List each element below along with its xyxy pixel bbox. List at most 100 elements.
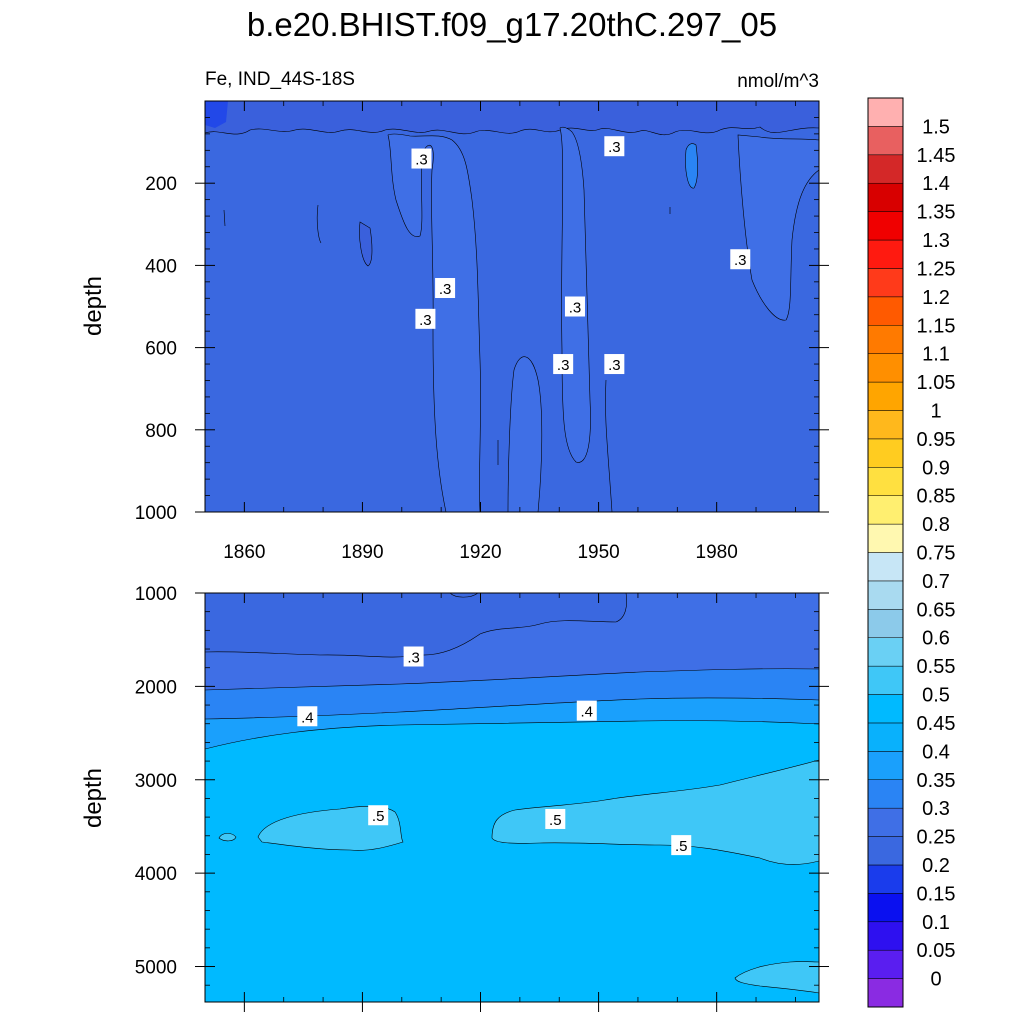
x-tick-label: 1980 xyxy=(696,542,738,563)
colorbar-label: 1.1 xyxy=(922,344,950,366)
y-tick-label: 1000 xyxy=(135,503,177,524)
colorbar-swatch xyxy=(867,949,904,979)
upper-ylabel: depth xyxy=(80,276,107,336)
y-tick-label: 200 xyxy=(145,174,177,195)
contour-label-text: .5 xyxy=(372,808,385,825)
colorbar-label: 0.05 xyxy=(917,940,956,962)
contour-label-text: .3 xyxy=(608,139,621,156)
colorbar-swatch xyxy=(867,438,904,468)
colorbar-swatch xyxy=(867,523,904,553)
colorbar-swatch xyxy=(867,722,904,752)
colorbar-label: 1.25 xyxy=(917,258,956,280)
upper-surface-band xyxy=(205,101,819,136)
lower-patch-tiny xyxy=(218,833,237,842)
colorbar-swatch xyxy=(867,154,904,184)
colorbar-label: 0.6 xyxy=(922,628,950,650)
contour-label-box xyxy=(576,700,597,721)
colorbar-label: 1.35 xyxy=(917,202,956,224)
contour-label-text: .3 xyxy=(608,357,621,374)
lower-panel: 1000 2000 3000 4000 5000 .3 .4 .4 .5 .5 .5 depth xyxy=(80,584,829,1012)
colorbar-swatch xyxy=(867,182,904,212)
contour-label: .3 xyxy=(564,296,585,317)
colorbar-label: 0.3 xyxy=(922,798,950,820)
x-tick-label: 1920 xyxy=(459,542,501,563)
contour-label-box xyxy=(415,308,436,329)
colorbar-label: 0.5 xyxy=(922,685,950,707)
colorbar-label: 0.25 xyxy=(917,827,956,849)
colorbar-label: 0.7 xyxy=(922,571,950,593)
units-label: nmol/m^3 xyxy=(737,71,819,92)
colorbar: 0 0.05 0.1 0.15 0.2 0.25 0.3 0.35 0.4 0.45 0.5 0.55… xyxy=(867,97,956,1008)
lower-ylabel: depth xyxy=(80,768,107,828)
colorbar-swatch xyxy=(867,268,904,298)
colorbar-swatch xyxy=(867,97,904,127)
x-tick-label: 1950 xyxy=(577,542,619,563)
chart-title: b.e20.BHIST.f09_g17.20thC.297_05 xyxy=(247,6,777,43)
upper-contour-labels: .3 .3 .3 .3 .3 .3 .3 .3 xyxy=(411,136,751,375)
colorbar-swatch xyxy=(867,665,904,695)
contour-label: .4 xyxy=(297,706,318,727)
colorbar-swatch xyxy=(867,893,904,923)
contour-label-text: .3 xyxy=(415,152,428,169)
colorbar-swatch xyxy=(867,467,904,496)
upper-thin-contours xyxy=(223,204,671,512)
colorbar-label: 1.05 xyxy=(917,372,956,394)
contour-label-text: .5 xyxy=(549,812,562,829)
contour-label-text: .3 xyxy=(557,357,570,374)
colorbar-swatch xyxy=(867,296,904,326)
upper-panel: 1860 1890 1920 1950 1980 200 400 600 800 1000 .3.… xyxy=(80,100,829,563)
variable-region-label: Fe, IND_44S-18S xyxy=(205,69,355,90)
contour-label: .3 xyxy=(415,308,436,329)
colorbar-swatch xyxy=(867,978,904,1008)
y-tick-label: 600 xyxy=(145,339,177,360)
contour-label: .3 xyxy=(553,354,574,375)
colorbar-label: 0.55 xyxy=(917,656,956,678)
y-tick-label: 2000 xyxy=(135,677,177,698)
contour-label: .3 xyxy=(730,249,751,270)
colorbar-label: 1.4 xyxy=(922,173,950,195)
contour-label-box xyxy=(730,249,751,270)
lower-axis-ticks: 1000 2000 3000 4000 5000 xyxy=(135,584,829,1012)
contour-label-text: .3 xyxy=(407,649,420,666)
contour-label-text: .3 xyxy=(569,300,582,317)
contour-label: .5 xyxy=(671,835,692,856)
colorbar-swatch xyxy=(867,694,904,724)
y-tick-label: 800 xyxy=(145,421,177,442)
colorbar-label: 0 xyxy=(930,969,941,991)
colorbar-label: 0.2 xyxy=(922,855,950,877)
colorbar-label: 1.5 xyxy=(922,116,950,138)
contour-label-box xyxy=(411,148,432,169)
contour-label: .3 xyxy=(604,354,625,375)
contour-label-text: .5 xyxy=(675,838,688,855)
colorbar-label: 0.65 xyxy=(917,599,956,621)
contour-label: .3 xyxy=(411,148,432,169)
colorbar-label: 0.75 xyxy=(917,543,956,565)
upper-surface-dark-patch xyxy=(205,101,228,128)
colorbar-label: 0.95 xyxy=(917,429,956,451)
contour-label-box xyxy=(545,808,566,829)
contour-label: .5 xyxy=(368,805,389,826)
lower-plot-frame xyxy=(204,592,820,1003)
colorbar-swatch xyxy=(867,751,904,780)
contour-label-box xyxy=(604,354,625,375)
colorbar-swatch xyxy=(867,381,904,411)
colorbar-swatch xyxy=(867,325,904,354)
colorbar-label: 0.8 xyxy=(922,514,950,536)
contour-label: .3 xyxy=(604,136,625,157)
colorbar-label: 1.45 xyxy=(917,145,956,167)
colorbar-swatch xyxy=(867,552,904,582)
upper-plume-3 xyxy=(507,356,543,512)
upper-plot-frame xyxy=(204,100,820,513)
contour-label-text: .3 xyxy=(734,252,747,269)
colorbar-swatch xyxy=(867,410,904,440)
contour-label-box xyxy=(553,354,574,375)
colorbar-label: 0.4 xyxy=(922,741,950,763)
lower-band-02 xyxy=(205,593,627,658)
colorbar-swatch xyxy=(867,495,904,525)
contour-label: .5 xyxy=(545,808,566,829)
contour-label-text: .4 xyxy=(301,709,314,726)
lower-patch-bottom xyxy=(734,961,819,994)
colorbar-label: 0.85 xyxy=(917,486,956,508)
colorbar-label: 0.45 xyxy=(917,713,956,735)
colorbar-label: 0.35 xyxy=(917,770,956,792)
